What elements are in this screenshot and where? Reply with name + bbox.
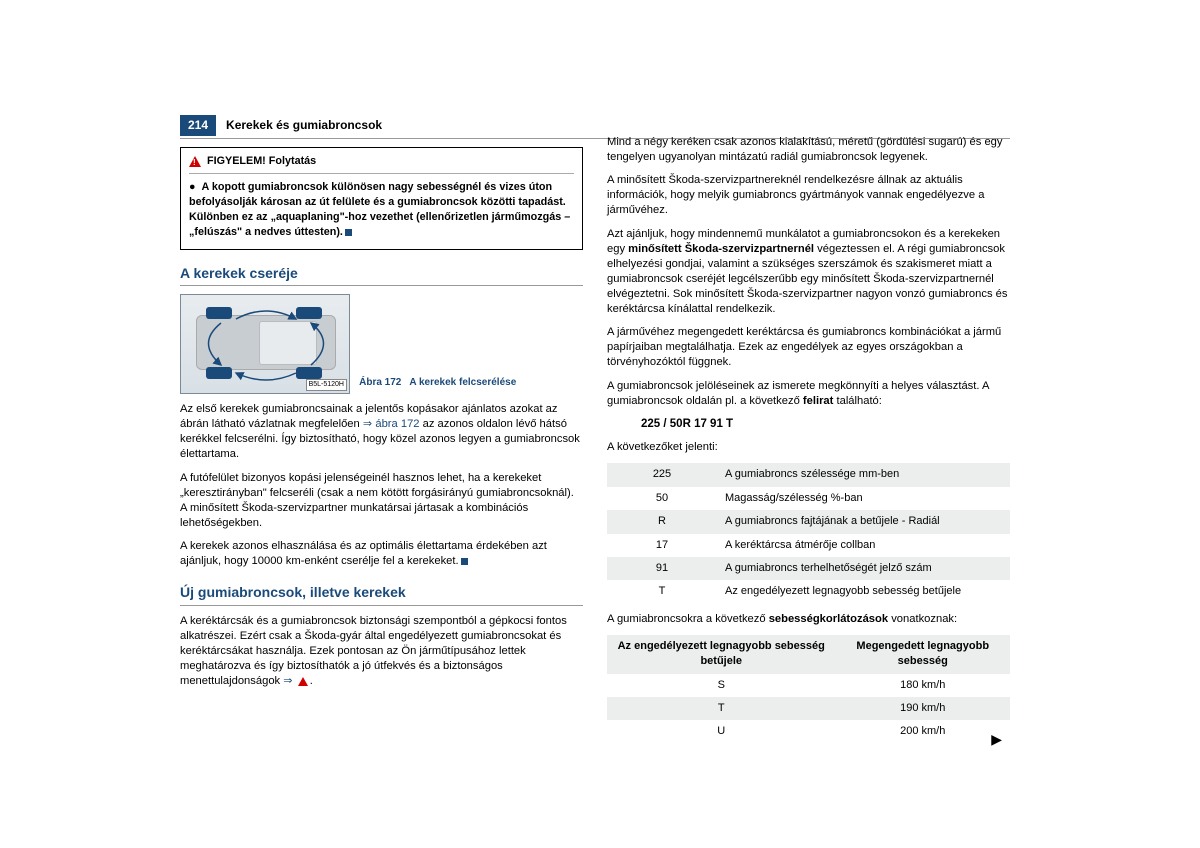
section-heading-new-tires: Új gumiabroncsok, illetve kerekek (180, 583, 583, 606)
table-row: 91A gumiabroncs terhelhetőségét jelző sz… (607, 557, 1010, 580)
table-cell: Az engedélyezett legnagyobb sebesség bet… (717, 580, 1010, 603)
bold-text: sebességkorlátozások (769, 613, 888, 625)
warning-title: FIGYELEM! Folytatás (207, 154, 316, 169)
figure-id-label: B5L-5120H (306, 379, 347, 391)
figure-caption: Ábra 172 A kerekek felcserélése (359, 376, 516, 394)
warning-text: A kopott gumiabroncsok különösen nagy se… (189, 181, 570, 238)
table-row: TAz engedélyezett legnagyobb sebesség be… (607, 580, 1010, 603)
reference-arrow-icon: ⇒ (363, 418, 375, 430)
paragraph: A futófelület bizonyos kopási jelenségei… (180, 471, 583, 531)
table-cell: A gumiabroncs fajtájának a betűjele - Ra… (717, 510, 1010, 533)
figure-wheel-swap: B5L-5120H (180, 294, 350, 394)
table-cell: 180 km/h (835, 674, 1010, 697)
bold-text: minősített Škoda-szervizpartnernél (628, 243, 814, 255)
figure-block: B5L-5120H Ábra 172 A kerekek felcserélés… (180, 294, 583, 394)
paragraph: A következőket jelenti: (607, 440, 1010, 455)
table-cell: 91 (607, 557, 717, 580)
figure-caption-text: A kerekek felcserélése (409, 377, 516, 388)
text: A gumiabroncsokra a következő (607, 613, 769, 625)
paragraph: A gumiabroncsokra a következő sebességko… (607, 612, 1010, 627)
paragraph: Azt ajánljuk, hogy mindennemű munkálatot… (607, 227, 1010, 318)
warning-triangle-icon (298, 677, 308, 686)
table-cell: 200 km/h (835, 720, 1010, 743)
warning-box: FIGYELEM! Folytatás ● A kopott gumiabron… (180, 147, 583, 250)
text: A gumiabroncsok jelöléseinek az ismerete… (607, 380, 989, 407)
table-cell: R (607, 510, 717, 533)
paragraph: Mind a négy keréken csak azonos kialakít… (607, 135, 1010, 165)
paragraph: Az első kerekek gumiabroncsainak a jelen… (180, 402, 583, 462)
table-cell: T (607, 580, 717, 603)
warning-triangle-icon (189, 156, 201, 167)
table-header: Megengedett legnagyobb sebesség (835, 635, 1010, 674)
left-column: FIGYELEM! Folytatás ● A kopott gumiabron… (180, 135, 583, 750)
table-row: 225A gumiabroncs szélessége mm-ben (607, 463, 1010, 486)
table-cell: A keréktárcsa átmérője collban (717, 534, 1010, 557)
table-cell: 225 (607, 463, 717, 486)
tire-code-table: 225A gumiabroncs szélessége mm-ben50Maga… (607, 463, 1010, 603)
table-cell: 190 km/h (835, 697, 1010, 720)
paragraph: A minősített Škoda-szervizpartnereknél r… (607, 173, 1010, 218)
table-header: Az engedélyezett legnagyobb sebesség bet… (607, 635, 835, 674)
figure-caption-num: Ábra 172 (359, 377, 401, 388)
page-number: 214 (180, 115, 216, 136)
section-heading-wheel-change: A kerekek cseréje (180, 264, 583, 287)
text: A keréktárcsák és a gumiabroncsok bizton… (180, 615, 567, 687)
paragraph: A kerekek azonos elhasználása és az opti… (180, 539, 583, 569)
paragraph: A járművéhez megengedett keréktárcsa és … (607, 325, 1010, 370)
speed-limit-table: Az engedélyezett legnagyobb sebesség bet… (607, 635, 1010, 744)
end-block-icon (461, 558, 468, 565)
figure-reference: ábra 172 (375, 418, 419, 430)
page-body: FIGYELEM! Folytatás ● A kopott gumiabron… (180, 135, 1010, 750)
table-row: 50Magasság/szélesség %-ban (607, 487, 1010, 510)
table-cell: S (607, 674, 835, 697)
continue-arrow-icon: ▶ (991, 730, 1002, 750)
table-row: T190 km/h (607, 697, 1010, 720)
end-block-icon (345, 229, 352, 236)
table-cell: 17 (607, 534, 717, 557)
table-row: U200 km/h (607, 720, 1010, 743)
paragraph: A keréktárcsák és a gumiabroncsok bizton… (180, 614, 583, 690)
table-cell: U (607, 720, 835, 743)
right-column: Mind a négy keréken csak azonos kialakít… (607, 135, 1010, 750)
bold-text: felirat (803, 395, 833, 407)
table-row: 17A keréktárcsa átmérője collban (607, 534, 1010, 557)
table-cell: T (607, 697, 835, 720)
warning-body: ● A kopott gumiabroncsok különösen nagy … (189, 180, 574, 240)
text: A kerekek azonos elhasználása és az opti… (180, 540, 547, 567)
table-row: S180 km/h (607, 674, 1010, 697)
tire-spec-example: 225 / 50R 17 91 T (641, 417, 1010, 433)
table-row: RA gumiabroncs fajtájának a betűjele - R… (607, 510, 1010, 533)
table-cell: A gumiabroncs terhelhetőségét jelző szám (717, 557, 1010, 580)
table-cell: Magasság/szélesség %-ban (717, 487, 1010, 510)
text: található: (833, 395, 882, 407)
table-cell: A gumiabroncs szélessége mm-ben (717, 463, 1010, 486)
warning-header: FIGYELEM! Folytatás (189, 154, 574, 174)
text: vonatkoznak: (888, 613, 957, 625)
table-cell: 50 (607, 487, 717, 510)
chapter-title: Kerekek és gumiabroncsok (226, 117, 382, 134)
paragraph: A gumiabroncsok jelöléseinek az ismerete… (607, 379, 1010, 409)
reference-arrow-icon: ⇒ (283, 675, 292, 687)
